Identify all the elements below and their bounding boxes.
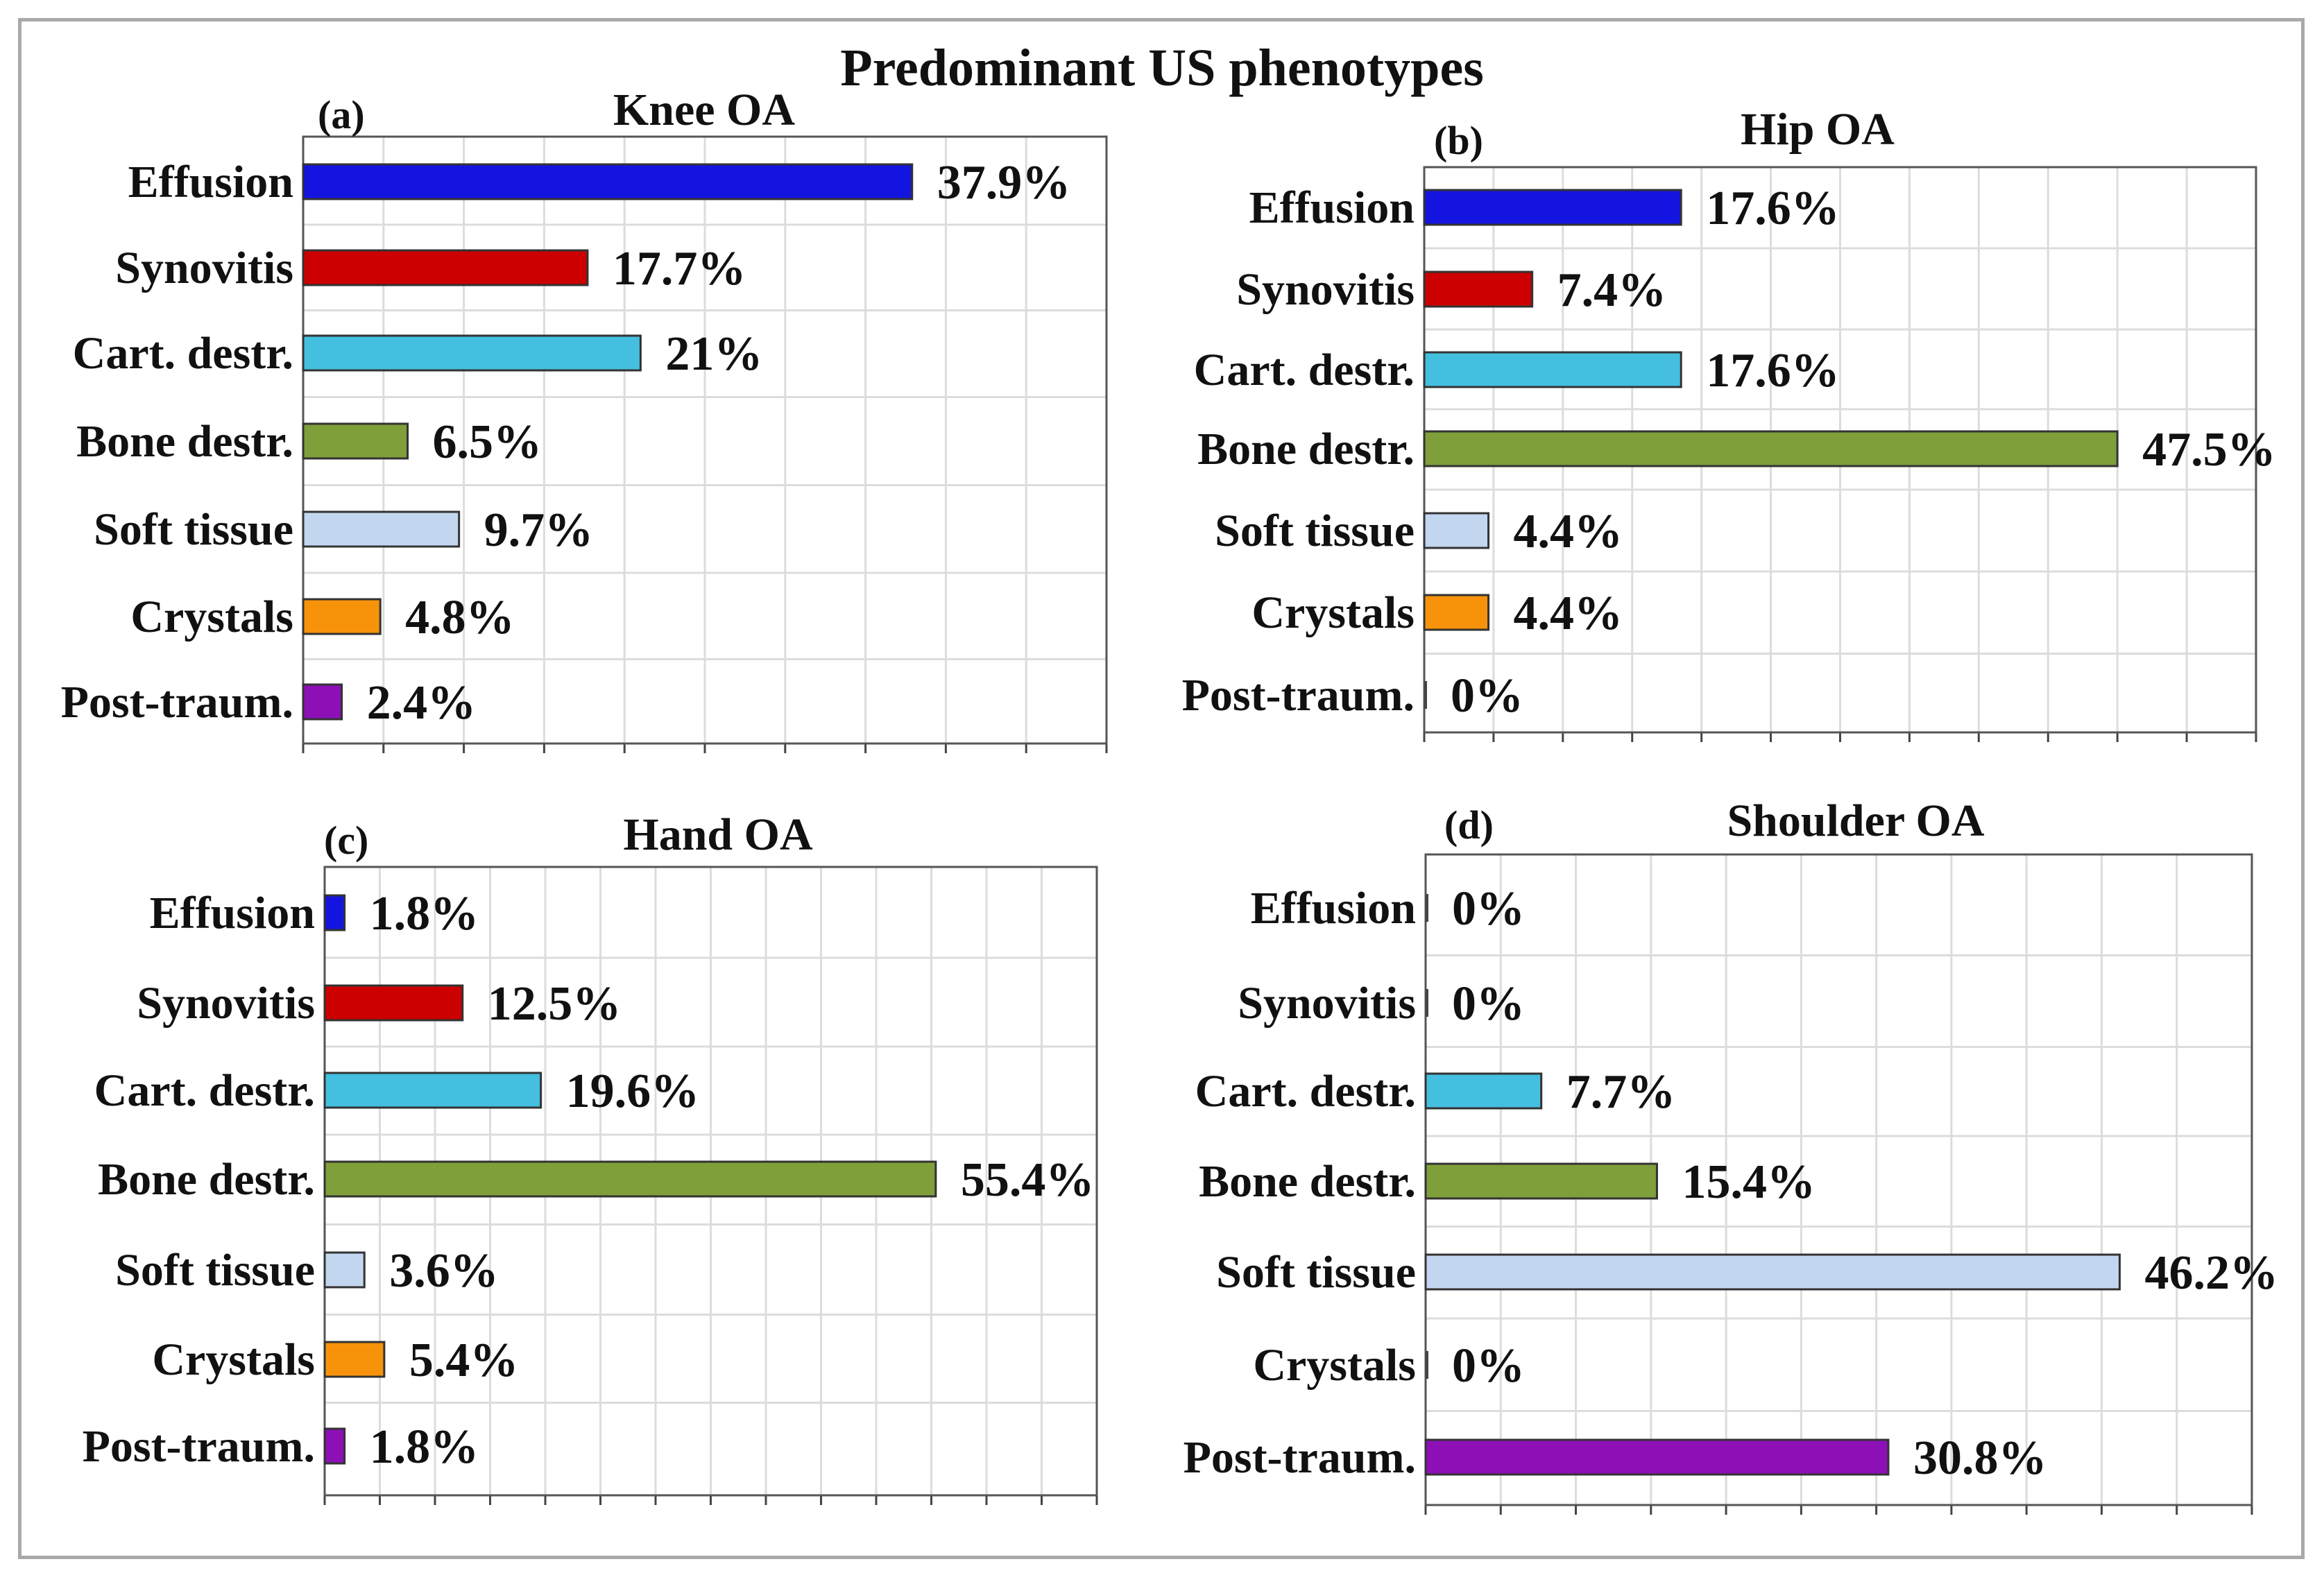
chart-panel-1: Effusion 37.9% Synovitis 17.7% Cart. destr. 2…: [61, 85, 1108, 753]
data-label: 4.4%: [1514, 587, 1623, 640]
data-label: 47.5%: [2142, 423, 2276, 476]
data-label: 19.6%: [566, 1065, 700, 1118]
bar: [1424, 1438, 1890, 1476]
data-label: 2.4%: [367, 676, 477, 730]
bar: [1424, 1162, 1658, 1200]
data-label: 46.2%: [2144, 1246, 2278, 1300]
panel-title: Knee OA: [613, 85, 795, 135]
category-label: Cart. destr.: [1195, 1066, 1416, 1117]
category-label: Cart. destr.: [1194, 345, 1415, 395]
category-label: Soft tissue: [115, 1245, 315, 1296]
category-label: Cart. destr.: [73, 328, 293, 379]
category-label: Bone destr.: [76, 416, 293, 467]
category-label: Post-traum.: [1184, 1432, 1416, 1483]
category-label: Effusion: [1251, 883, 1416, 934]
data-label: 17.6%: [1706, 182, 1840, 235]
data-label: 0%: [1451, 669, 1523, 723]
category-label: Soft tissue: [1215, 506, 1415, 556]
bar: [323, 1427, 346, 1465]
category-label: Bone destr.: [98, 1154, 315, 1205]
data-label: 4.4%: [1514, 505, 1623, 558]
bar: [1423, 351, 1682, 388]
bar: [302, 334, 642, 372]
category-label: Effusion: [128, 157, 293, 207]
bar: [302, 683, 343, 721]
panel-title: Shoulder OA: [1727, 796, 1984, 846]
bar: [1423, 189, 1682, 226]
data-label: 55.4%: [961, 1153, 1095, 1207]
data-label: 6.5%: [433, 415, 542, 469]
bar: [302, 249, 589, 286]
panel-letter: (a): [318, 92, 365, 137]
bar: [1423, 270, 1534, 308]
panel-letter: (d): [1444, 802, 1494, 848]
category-label: Effusion: [150, 888, 315, 938]
data-label: 4.8%: [405, 591, 515, 644]
data-label: 3.6%: [389, 1244, 499, 1298]
category-label: Bone destr.: [1197, 424, 1415, 474]
category-label: Cart. destr.: [94, 1065, 315, 1116]
data-label: 5.4%: [409, 1334, 519, 1387]
bar: [302, 598, 382, 635]
panel-letter: (b): [1434, 118, 1483, 163]
bar: [1423, 512, 1490, 549]
bar: [1423, 430, 2119, 467]
category-label: Synovitis: [1238, 978, 1416, 1029]
data-label: 1.8%: [370, 887, 479, 940]
bar: [323, 1072, 542, 1109]
chart-panel-3: Effusion 1.8% Synovitis 12.5% Cart. destr. 19…: [83, 809, 1098, 1505]
data-label: 17.6%: [1706, 344, 1840, 397]
bar: [1423, 594, 1490, 631]
bar: [302, 422, 409, 460]
bar: [323, 1251, 366, 1289]
bar: [1424, 1072, 1543, 1110]
data-label: 0%: [1452, 977, 1525, 1031]
data-label: 0%: [1452, 1339, 1525, 1393]
bar: [323, 984, 464, 1022]
category-label: Synovitis: [115, 243, 293, 293]
data-label: 12.5%: [488, 977, 622, 1031]
data-label: 37.9%: [937, 156, 1071, 209]
data-label: 1.8%: [370, 1420, 479, 1474]
category-label: Crystals: [1251, 587, 1415, 638]
data-label: 9.7%: [484, 504, 594, 557]
category-label: Crystals: [152, 1334, 315, 1385]
category-label: Crystals: [1253, 1340, 1416, 1391]
bar: [323, 1160, 937, 1198]
category-label: Crystals: [130, 592, 293, 642]
bar: [1424, 1253, 2121, 1291]
bar: [323, 894, 346, 931]
category-label: Synovitis: [1236, 264, 1415, 315]
category-label: Post-traum.: [61, 677, 293, 728]
bar: [323, 1341, 386, 1378]
data-label: 21%: [665, 327, 762, 381]
panel-letter: (c): [324, 818, 368, 863]
chart-panel-4: Effusion 0% Synovitis 0% Cart. destr. 7.7% Bon…: [1184, 796, 2278, 1515]
category-label: Soft tissue: [94, 504, 293, 555]
data-label: 0%: [1452, 882, 1525, 936]
category-label: Effusion: [1249, 182, 1415, 233]
category-label: Post-traum.: [1182, 670, 1415, 721]
panel-title: Hip OA: [1741, 104, 1895, 155]
data-label: 17.7%: [613, 242, 746, 295]
data-label: 7.4%: [1557, 264, 1667, 317]
figure-title: Predominant US phenotypes: [840, 39, 1484, 97]
category-label: Post-traum.: [83, 1421, 315, 1472]
chart-panel-2: Effusion 17.6% Synovitis 7.4% Cart. destr. 17…: [1182, 104, 2276, 742]
bar: [302, 163, 914, 200]
data-label: 30.8%: [1913, 1431, 2047, 1485]
category-label: Soft tissue: [1216, 1247, 1416, 1298]
category-label: Synovitis: [137, 978, 315, 1029]
panel-title: Hand OA: [623, 809, 813, 860]
category-label: Bone destr.: [1199, 1156, 1416, 1207]
bar: [302, 510, 461, 548]
data-label: 7.7%: [1566, 1065, 1676, 1119]
data-label: 15.4%: [1682, 1155, 1815, 1209]
